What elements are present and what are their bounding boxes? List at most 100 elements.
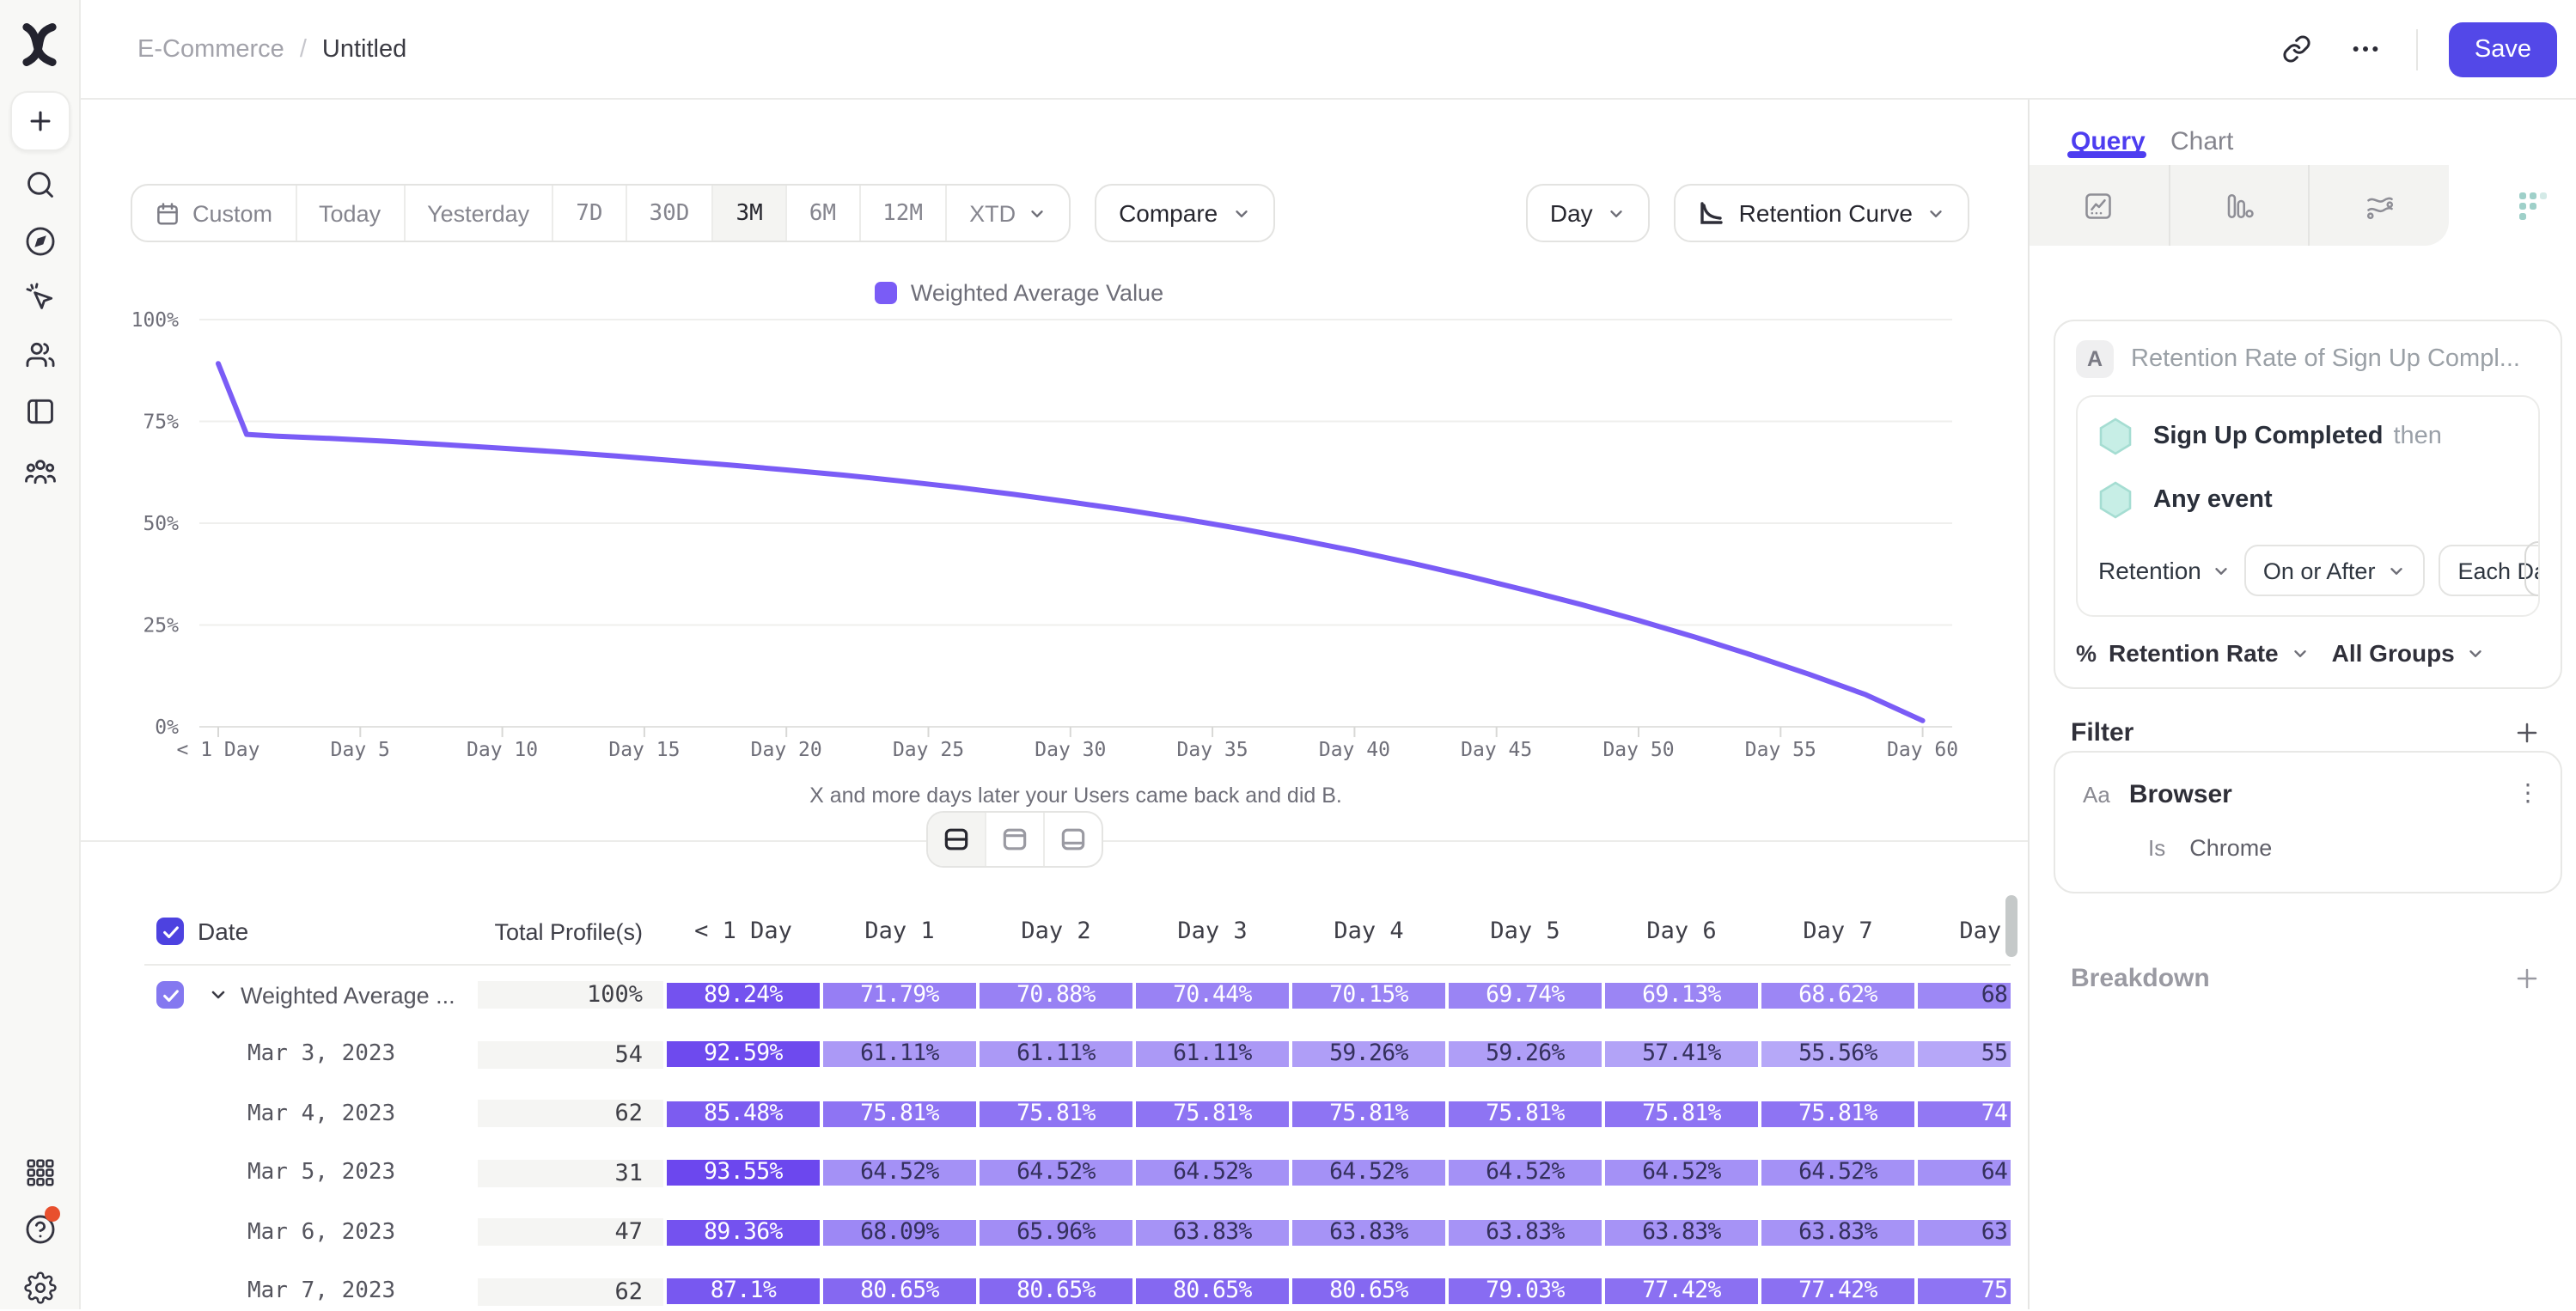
- retention-cell[interactable]: 59.26%: [1292, 1041, 1445, 1068]
- retention-cell[interactable]: 77.42%: [1761, 1278, 1914, 1305]
- table-row[interactable]: Mar 6, 2023 47 89.36% 68.09% 65.96% 63.83% 63.…: [144, 1203, 2011, 1262]
- tab-query[interactable]: Query: [2071, 127, 2146, 156]
- column-header-day-6[interactable]: Day 6: [1646, 918, 1717, 945]
- sidebar-item-user-group[interactable]: [15, 447, 64, 495]
- retention-cell[interactable]: 77.42%: [1605, 1278, 1758, 1305]
- retention-cell[interactable]: 59.26%: [1449, 1041, 1602, 1068]
- tab-funnels[interactable]: [2170, 165, 2310, 246]
- retention-cell[interactable]: 64.52%: [1449, 1160, 1602, 1186]
- table-row[interactable]: Weighted Average ... 100% 89.24% 71.79% 70.8…: [144, 966, 2011, 1025]
- retention-cell[interactable]: 61.11%: [980, 1041, 1132, 1068]
- add-breakdown-icon[interactable]: [2514, 966, 2540, 991]
- column-header--1-day[interactable]: < 1 Day: [694, 918, 792, 945]
- more-options-icon[interactable]: [2347, 30, 2385, 68]
- retention-cell[interactable]: 69.13%: [1605, 982, 1758, 1009]
- sidebar-item-settings-gear[interactable]: [15, 1263, 64, 1311]
- retention-cell[interactable]: 64.52%: [980, 1160, 1132, 1186]
- sidebar-item-apps-grid[interactable]: [15, 1148, 64, 1196]
- groups-dropdown[interactable]: All Groups: [2331, 639, 2455, 667]
- retention-cell[interactable]: 80.65%: [1136, 1278, 1289, 1305]
- retention-type-dropdown[interactable]: Retention: [2098, 557, 2231, 584]
- column-header-total-profiles[interactable]: Total Profile(s): [494, 918, 643, 944]
- range-xtd[interactable]: XTD: [947, 186, 1069, 241]
- column-header-day-5[interactable]: Day 5: [1490, 918, 1560, 945]
- column-header-day-8[interactable]: Day 8: [1959, 918, 2011, 945]
- event-row[interactable]: Sign Up Completed then: [2098, 418, 2518, 455]
- select-all-checkbox[interactable]: [156, 918, 184, 945]
- retention-cell[interactable]: 63: [1918, 1219, 2011, 1246]
- tab-retention[interactable]: [2490, 165, 2576, 246]
- tab-chart[interactable]: Chart: [2170, 127, 2234, 156]
- retention-cell[interactable]: 57.41%: [1605, 1041, 1758, 1068]
- retention-cell[interactable]: 55.56%: [1761, 1041, 1914, 1068]
- range-3m[interactable]: 3M: [713, 186, 787, 241]
- breadcrumb-project[interactable]: E-Commerce: [137, 35, 284, 63]
- mixpanel-logo[interactable]: [19, 22, 60, 67]
- retention-cell[interactable]: 63.83%: [1605, 1219, 1758, 1246]
- column-header-day-1[interactable]: Day 1: [864, 918, 935, 945]
- sidebar-item-board-panel[interactable]: [15, 387, 64, 435]
- retention-cell[interactable]: 64.52%: [1605, 1160, 1758, 1186]
- retention-cell[interactable]: 89.36%: [667, 1219, 820, 1246]
- filter-property[interactable]: Browser: [2128, 780, 2232, 809]
- table-scrollbar[interactable]: [2005, 895, 2017, 957]
- sidebar-item-search[interactable]: [15, 160, 64, 208]
- retention-cell[interactable]: 64.52%: [1136, 1160, 1289, 1186]
- retention-cell[interactable]: 92.59%: [667, 1041, 820, 1068]
- tab-flows[interactable]: [2310, 165, 2449, 246]
- range-30d[interactable]: 30D: [627, 186, 714, 241]
- filter-value[interactable]: Chrome: [2189, 835, 2273, 861]
- retention-cell[interactable]: 64.52%: [1292, 1160, 1445, 1186]
- retention-cell[interactable]: 93.55%: [667, 1160, 820, 1186]
- table-row[interactable]: Mar 4, 2023 62 85.48% 75.81% 75.81% 75.81% 75.…: [144, 1084, 2011, 1143]
- sidebar-item-cursor-spark[interactable]: [15, 273, 64, 321]
- range-12m[interactable]: 12M: [860, 186, 948, 241]
- column-header-date[interactable]: Date: [198, 918, 249, 945]
- retention-cell[interactable]: 70.44%: [1136, 982, 1289, 1009]
- retention-cell[interactable]: 55: [1918, 1041, 2011, 1068]
- sidebar-item-help-circle[interactable]: [15, 1204, 64, 1253]
- chart-type-dropdown[interactable]: Retention Curve: [1673, 184, 1969, 242]
- retention-cell[interactable]: 68: [1918, 982, 2011, 1009]
- table-row[interactable]: Mar 3, 2023 54 92.59% 61.11% 61.11% 61.11% 59.…: [144, 1025, 2011, 1084]
- sidebar-item-compass[interactable]: [15, 216, 64, 265]
- retention-cell[interactable]: 61.11%: [1136, 1041, 1289, 1068]
- range-custom[interactable]: Custom: [132, 186, 297, 241]
- column-header-day-2[interactable]: Day 2: [1021, 918, 1091, 945]
- retention-cell[interactable]: 75.81%: [1761, 1101, 1914, 1127]
- range-6m[interactable]: 6M: [787, 186, 861, 241]
- sidebar-item-users[interactable]: [15, 330, 64, 378]
- retention-cell[interactable]: 87.1%: [667, 1278, 820, 1305]
- retention-cell[interactable]: 70.88%: [980, 982, 1132, 1009]
- expand-row-icon[interactable]: [208, 985, 229, 1006]
- row-checkbox[interactable]: [156, 981, 184, 1009]
- retention-cell[interactable]: 75: [1918, 1278, 2011, 1305]
- range-today[interactable]: Today: [296, 186, 406, 241]
- tab-insights[interactable]: [2030, 165, 2170, 246]
- retention-cell[interactable]: 80.65%: [823, 1278, 976, 1305]
- compare-button[interactable]: Compare: [1095, 184, 1275, 242]
- column-header-day-7[interactable]: Day 7: [1803, 918, 1873, 945]
- retention-cell[interactable]: 63.83%: [1136, 1219, 1289, 1246]
- retention-cell[interactable]: 75.81%: [1292, 1101, 1445, 1127]
- add-filter-icon[interactable]: [2514, 720, 2540, 746]
- retention-cell[interactable]: 80.65%: [1292, 1278, 1445, 1305]
- view-toggle-layout-top[interactable]: [986, 813, 1044, 866]
- retention-cell[interactable]: 68.62%: [1761, 982, 1914, 1009]
- retention-cell[interactable]: 75.81%: [1449, 1101, 1602, 1127]
- view-toggle-layout-split[interactable]: [927, 813, 986, 866]
- column-header-day-4[interactable]: Day 4: [1334, 918, 1404, 945]
- range-yesterday[interactable]: Yesterday: [405, 186, 554, 241]
- step-title[interactable]: Retention Rate of Sign Up Compl...: [2131, 345, 2520, 373]
- retention-cell[interactable]: 80.65%: [980, 1278, 1132, 1305]
- retention-cell[interactable]: 89.24%: [667, 982, 820, 1009]
- retention-cell[interactable]: 65.96%: [980, 1219, 1132, 1246]
- table-row[interactable]: Mar 7, 2023 62 87.1% 80.65% 80.65% 80.65% 80.6…: [144, 1262, 2011, 1309]
- retention-cell[interactable]: 63.83%: [1449, 1219, 1602, 1246]
- retention-cell[interactable]: 71.79%: [823, 982, 976, 1009]
- retention-cell[interactable]: 63.83%: [1292, 1219, 1445, 1246]
- retention-cell[interactable]: 79.03%: [1449, 1278, 1602, 1305]
- measure-dropdown[interactable]: Retention Rate: [2109, 639, 2279, 667]
- filter-options-icon[interactable]: ⋮: [2516, 778, 2540, 806]
- create-new-button[interactable]: [10, 91, 70, 151]
